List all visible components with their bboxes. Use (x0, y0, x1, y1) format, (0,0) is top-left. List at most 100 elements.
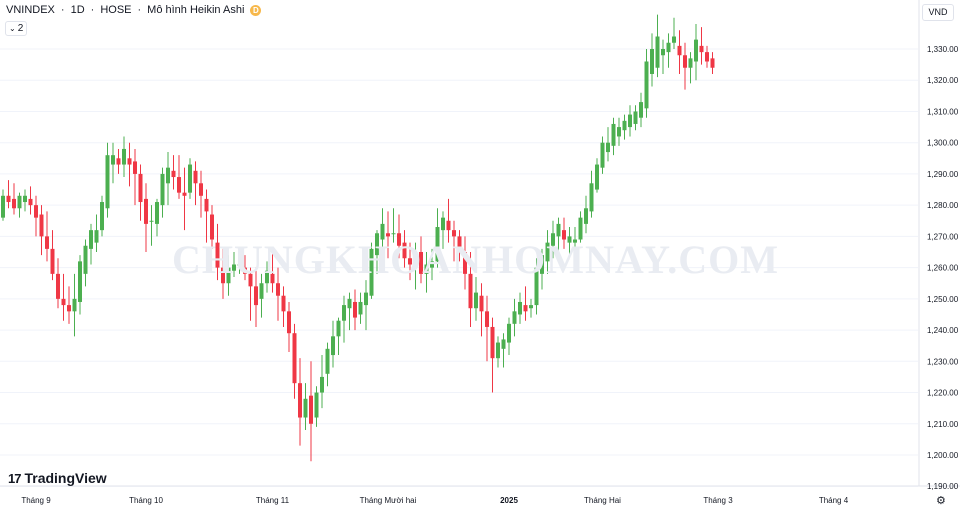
tradingview-logo[interactable]: 17 TradingView (8, 470, 107, 486)
candle-up (474, 276, 478, 321)
candle-body (83, 245, 88, 274)
candle-body (364, 292, 368, 306)
candle-body (243, 267, 247, 274)
candle-body (402, 242, 407, 259)
candle-down (28, 186, 33, 215)
candle-body (468, 273, 473, 309)
candle-down (270, 248, 275, 293)
candle-up (336, 317, 341, 356)
candle-up (314, 386, 319, 427)
candle-body (336, 320, 341, 337)
candle-up (661, 39, 665, 74)
time-axis[interactable]: Tháng 9 Tháng 10 Tháng 11 Tháng Mười hai 202… (21, 496, 848, 505)
candle-body (545, 242, 550, 262)
candle-down (457, 230, 462, 262)
indicators-toggle-button[interactable]: ⌄ 2 (5, 21, 28, 36)
candle-down (408, 242, 412, 281)
candle-up (78, 255, 82, 315)
candle-up (694, 24, 698, 81)
candle-up (105, 142, 110, 218)
candle-up (17, 192, 22, 218)
candle-body (496, 342, 500, 359)
candle-down (479, 283, 484, 337)
x-tick-label: Tháng 10 (129, 496, 163, 505)
candle-body (369, 248, 374, 296)
candle-body (639, 102, 643, 118)
candle-body (650, 49, 654, 74)
candle-up (94, 214, 99, 252)
candle-down (39, 205, 44, 256)
candle-body (331, 336, 335, 356)
candle-down (12, 183, 16, 215)
candle-body (683, 55, 687, 68)
candle-body (193, 170, 198, 184)
candle-body (507, 323, 511, 343)
candle-body (474, 292, 478, 309)
candle-body (644, 61, 649, 109)
candle-up (496, 336, 500, 368)
symbol-name[interactable]: VNINDEX (6, 4, 55, 16)
candle-body (419, 252, 423, 274)
candle-body (479, 295, 484, 312)
candle-body (611, 123, 616, 146)
separator: · (90, 4, 95, 16)
candle-up (331, 320, 335, 368)
candle-body (705, 52, 709, 62)
candle-up (545, 230, 550, 274)
candle-body (116, 158, 121, 165)
candle-body (23, 195, 27, 203)
candle-body (677, 45, 682, 56)
candle-up (595, 158, 599, 193)
candle-body (50, 248, 55, 274)
interval-label[interactable]: 1D (70, 4, 85, 16)
candle-down (287, 301, 291, 352)
candle-body (61, 298, 66, 306)
gear-icon[interactable]: ⚙ (936, 495, 946, 507)
candle-up (149, 205, 154, 246)
candle-body (188, 164, 192, 193)
candle-body (353, 301, 357, 318)
candle-body (248, 273, 253, 287)
candle-up (358, 292, 363, 324)
candle-body (270, 273, 275, 284)
candle-down (144, 183, 148, 252)
candle-up (512, 298, 517, 337)
candle-body (72, 298, 77, 312)
candle-body (67, 305, 71, 312)
candle-body (457, 236, 462, 252)
delay-badge-icon[interactable]: D (250, 4, 262, 16)
candle-body (111, 155, 115, 165)
candle-body (138, 173, 143, 203)
candle-body (490, 326, 495, 359)
y-tick-label: 1,320.00 (927, 76, 959, 85)
candle-body (144, 198, 148, 224)
candle-up (369, 242, 374, 299)
candle-body (358, 301, 363, 315)
candle-up (347, 292, 352, 331)
candle-down (61, 273, 66, 321)
candle-body (1, 195, 5, 218)
candle-up (556, 217, 561, 252)
candle-body (45, 236, 49, 249)
y-tick-label: 1,270.00 (927, 232, 959, 241)
candle-up (534, 258, 539, 315)
separator: · (60, 4, 65, 16)
indicator-count: 2 (17, 23, 24, 34)
candle-up (23, 189, 27, 212)
candle-body (320, 376, 324, 393)
currency-button[interactable]: VND (922, 4, 954, 21)
candle-body (276, 283, 280, 296)
candle-up (325, 342, 330, 387)
symbol-header[interactable]: VNINDEX · 1D · HOSE · Mô hình Heikin Ash… (6, 4, 262, 16)
candle-down (127, 142, 132, 187)
candle-body (34, 205, 38, 218)
candle-up (518, 292, 522, 324)
candle-up (303, 383, 308, 431)
candle-body (556, 223, 561, 237)
candle-up (441, 211, 445, 249)
candle-up (688, 52, 693, 84)
candle-up (551, 220, 555, 259)
candle-up (617, 117, 621, 146)
price-axis[interactable]: 1,190.00 1,200.00 1,210.00 1,220.00 1,230.00… (0, 0, 960, 491)
